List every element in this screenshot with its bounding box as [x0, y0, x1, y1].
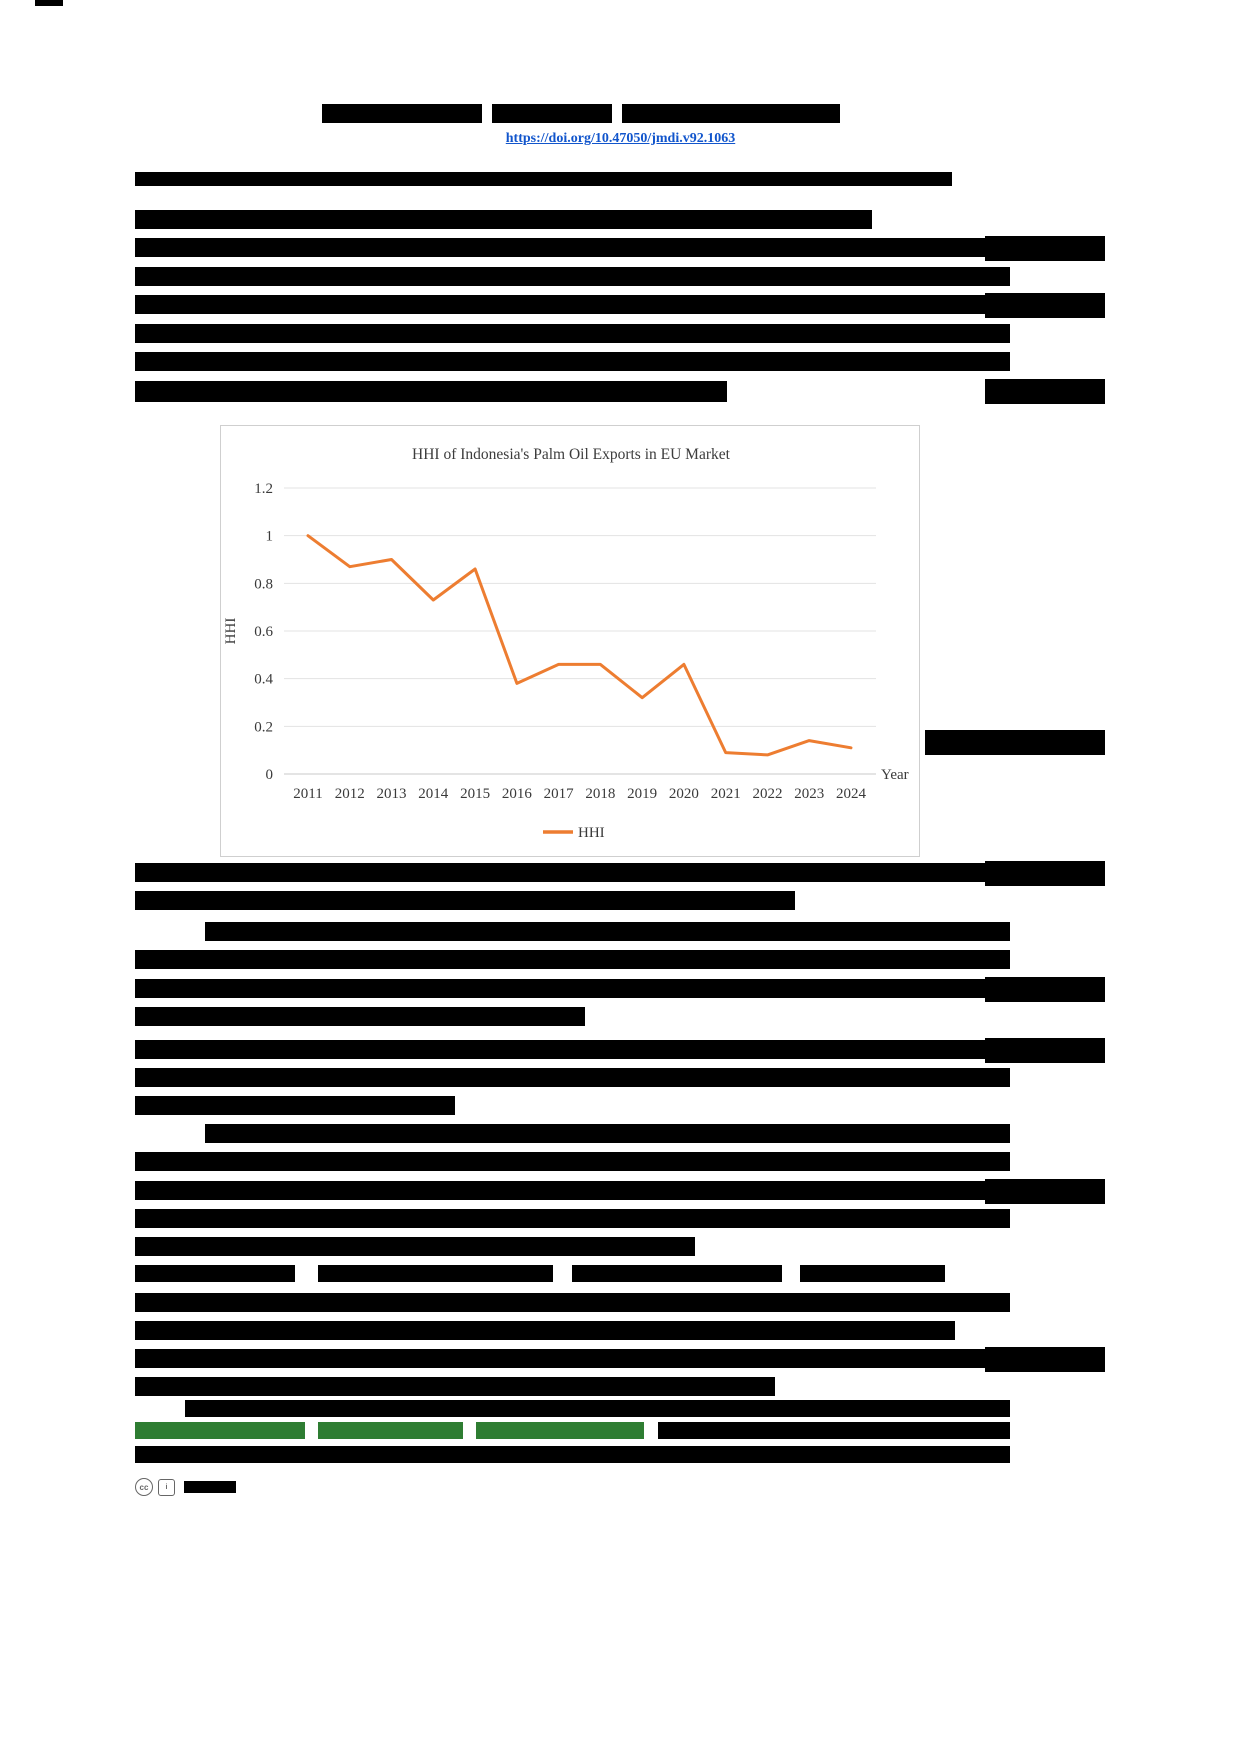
redacted-text-bar: [135, 979, 1010, 998]
y-axis-title: HHI: [223, 618, 239, 645]
x-tick-label: 2023: [794, 786, 824, 802]
redacted-text-bar: [985, 1038, 1105, 1063]
redacted-text-bar: [925, 730, 1105, 755]
redacted-text-bar: [135, 1349, 1010, 1368]
redacted-text-bar: [135, 1377, 775, 1396]
chart-title: HHI of Indonesia's Palm Oil Exports in E…: [412, 446, 731, 463]
redacted-text-bar: [985, 293, 1105, 318]
redacted-text-bar: [135, 1265, 295, 1282]
x-tick-label: 2020: [669, 786, 699, 802]
redacted-text-bar: [135, 210, 872, 229]
x-tick-label: 2019: [627, 786, 657, 802]
redacted-text-bar: [800, 1265, 945, 1282]
hhi-line-chart-svg: 0 0.2 0.4 0.6 0.8 1 1.2 2011 2012 2013 2014 2015 201…: [223, 446, 909, 841]
hhi-chart: 0 0.2 0.4 0.6 0.8 1 1.2 2011 2012 2013 2014 2015 201…: [220, 425, 920, 857]
y-tick-label: 0: [266, 767, 274, 783]
y-tick-label: 0.2: [254, 719, 273, 735]
x-tick-label: 2015: [460, 786, 490, 802]
redacted-text-bar: [985, 977, 1105, 1002]
redacted-green-text-bar: [318, 1422, 463, 1439]
x-tick-label: 2024: [836, 786, 867, 802]
legend-label: HHI: [578, 825, 605, 841]
redacted-text-bar: [35, 0, 63, 6]
y-tick-label: 0.4: [254, 672, 273, 688]
redacted-text-bar: [135, 1152, 1010, 1171]
redacted-text-bar: [135, 1237, 695, 1256]
x-tick-label: 2014: [418, 786, 449, 802]
redacted-text-bar: [135, 1040, 1010, 1059]
redacted-text-bar: [135, 267, 1010, 286]
redacted-text-bar: [622, 104, 840, 123]
x-tick-label: 2021: [711, 786, 741, 802]
x-tick-label: 2012: [335, 786, 365, 802]
redacted-text-bar: [135, 324, 1010, 343]
redacted-text-bar: [322, 104, 482, 123]
x-tick-label: 2011: [293, 786, 322, 802]
x-tick-label: 2018: [585, 786, 615, 802]
x-axis-title: Year: [881, 767, 909, 783]
redacted-text-bar: [135, 1293, 1010, 1312]
redacted-text-bar: [205, 922, 1010, 941]
cc-icon[interactable]: cc: [135, 1478, 153, 1496]
doi-link[interactable]: https://doi.org/10.47050/jmdi.v92.1063: [505, 131, 736, 146]
redacted-text-bar: [135, 1181, 1010, 1200]
redacted-text-bar: [572, 1265, 782, 1282]
redacted-text-bar: [985, 379, 1105, 404]
redacted-text-bar: [135, 1209, 1010, 1228]
cc-by-icon[interactable]: i: [158, 1478, 175, 1496]
x-tick-label: 2016: [502, 786, 532, 802]
redacted-text-bar: [985, 861, 1105, 886]
license-badges: cc i: [135, 1478, 236, 1496]
redacted-text-bar: [135, 950, 1010, 969]
redacted-text-bar: [985, 236, 1105, 261]
redacted-text-bar: [985, 1179, 1105, 1204]
x-tick-label: 2013: [377, 786, 407, 802]
x-tick-label: 2017: [544, 786, 575, 802]
redacted-text-bar: [135, 863, 1010, 882]
y-tick-label: 1.2: [254, 481, 273, 497]
redacted-green-text-bar: [476, 1422, 644, 1439]
redacted-text-bar: [135, 1446, 1010, 1463]
redacted-text-bar: [318, 1265, 553, 1282]
hhi-series-line: [306, 534, 853, 757]
redacted-text-bar: [135, 381, 727, 402]
redacted-text-bar: [135, 295, 1010, 314]
x-tick-label: 2022: [752, 786, 782, 802]
redacted-text-bar: [985, 1347, 1105, 1372]
y-tick-label: 0.6: [254, 624, 273, 640]
redacted-text-bar: [658, 1422, 1010, 1439]
redacted-text-bar: [135, 352, 1010, 371]
redacted-text-bar: [135, 1007, 585, 1026]
redacted-text-bar: [135, 238, 1010, 257]
redacted-text-bar: [185, 1400, 1010, 1417]
redacted-green-text-bar: [135, 1422, 305, 1439]
redacted-text-bar: [135, 891, 795, 910]
redacted-text-bar: [205, 1124, 1010, 1143]
y-tick-label: 1: [266, 529, 274, 545]
y-tick-label: 0.8: [254, 576, 273, 592]
redacted-text-bar: [135, 1068, 1010, 1087]
redacted-text-bar: [135, 172, 952, 186]
redacted-text-bar: [135, 1321, 955, 1340]
redacted-text-bar: [135, 1096, 455, 1115]
redacted-license-text: [184, 1481, 236, 1493]
redacted-text-bar: [492, 104, 612, 123]
